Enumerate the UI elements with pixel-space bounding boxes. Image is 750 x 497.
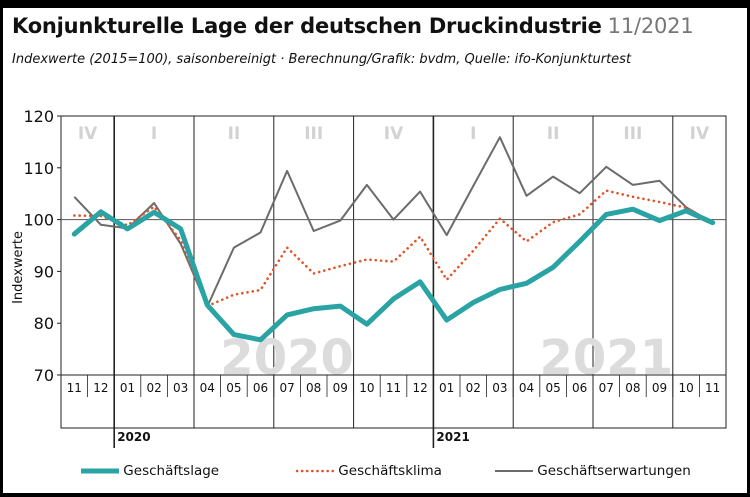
- y-tick-label: 110: [23, 159, 54, 178]
- quarter-label: IV: [384, 124, 404, 144]
- legend-swatch-lage: [81, 468, 119, 474]
- x-tick-label: 06: [572, 381, 587, 395]
- year-label: 2021: [436, 430, 469, 444]
- y-axis-label: Indexwerte: [11, 231, 26, 304]
- x-tick-label: 03: [492, 381, 507, 395]
- quarter-label: II: [547, 124, 560, 144]
- x-tick-label: 11: [386, 381, 401, 395]
- x-tick-label: 07: [279, 381, 294, 395]
- y-tick-label: 70: [34, 366, 54, 385]
- year-watermark: 2020: [220, 330, 354, 386]
- legend-swatch-klima: [295, 469, 335, 473]
- y-tick-label: 100: [23, 211, 54, 230]
- year-watermark: 2021: [540, 330, 674, 386]
- quarter-label: IV: [690, 124, 710, 144]
- x-tick-label: 04: [519, 381, 534, 395]
- quarter-label: II: [228, 124, 241, 144]
- chart-title: Konjunkturelle Lage der deutschen Drucki…: [12, 14, 694, 38]
- x-tick-label: 02: [466, 381, 481, 395]
- legend-item-klima: Geschäftsklima: [295, 463, 442, 479]
- legend-label-lage: Geschäftslage: [123, 463, 220, 479]
- x-tick-label: 07: [599, 381, 614, 395]
- legend-swatch-erwartungen: [495, 470, 533, 472]
- quarter-label: IV: [78, 124, 98, 144]
- quarter-label: III: [304, 124, 323, 144]
- x-tick-label: 06: [253, 381, 268, 395]
- series-line-klima: [73, 189, 715, 308]
- series-line-erwartungen: [73, 136, 714, 308]
- y-tick-label: 90: [34, 262, 54, 281]
- year-label: 2020: [117, 430, 150, 444]
- x-tick-label: 01: [120, 381, 135, 395]
- plot-border: [60, 115, 727, 429]
- x-tick-label: 09: [333, 381, 348, 395]
- legend-item-lage: Geschäftslage: [81, 463, 219, 479]
- series-line-lage: [71, 206, 716, 343]
- legend-label-erwartungen: Geschäftserwartungen: [537, 463, 691, 479]
- x-tick-label: 12: [93, 381, 108, 395]
- x-tick-label: 10: [678, 381, 693, 395]
- x-tick-label: 04: [200, 381, 215, 395]
- x-tick-label: 08: [625, 381, 640, 395]
- x-tick-label: 02: [146, 381, 161, 395]
- quarter-label: III: [623, 124, 642, 144]
- title-date: 11/2021: [607, 14, 694, 38]
- quarter-label: I: [151, 124, 157, 144]
- chart-subtitle: Indexwerte (2015=100), saisonbereinigt ·…: [12, 52, 632, 67]
- x-tick-label: 10: [359, 381, 374, 395]
- x-tick-label: 11: [705, 381, 720, 395]
- x-tick-label: 09: [652, 381, 667, 395]
- quarter-label: I: [470, 124, 476, 144]
- x-tick-label: 05: [226, 381, 241, 395]
- title-text: Konjunkturelle Lage der deutschen Drucki…: [12, 14, 602, 38]
- x-tick-label: 12: [412, 381, 427, 395]
- chart-frame: IV I II III IV I II III IV 2020 2021 70 80 90 100 110 12…: [3, 8, 747, 493]
- x-tick-label: 03: [173, 381, 188, 395]
- x-tick-label: 08: [306, 381, 321, 395]
- x-tick-label: 01: [439, 381, 454, 395]
- x-tick-label: 11: [67, 381, 82, 395]
- legend-item-erwartungen: Geschäftserwartungen: [495, 463, 691, 479]
- x-tick-label: 05: [545, 381, 560, 395]
- y-tick-label: 80: [34, 314, 54, 333]
- y-tick-label: 120: [23, 107, 54, 126]
- legend-label-klima: Geschäftsklima: [338, 463, 442, 479]
